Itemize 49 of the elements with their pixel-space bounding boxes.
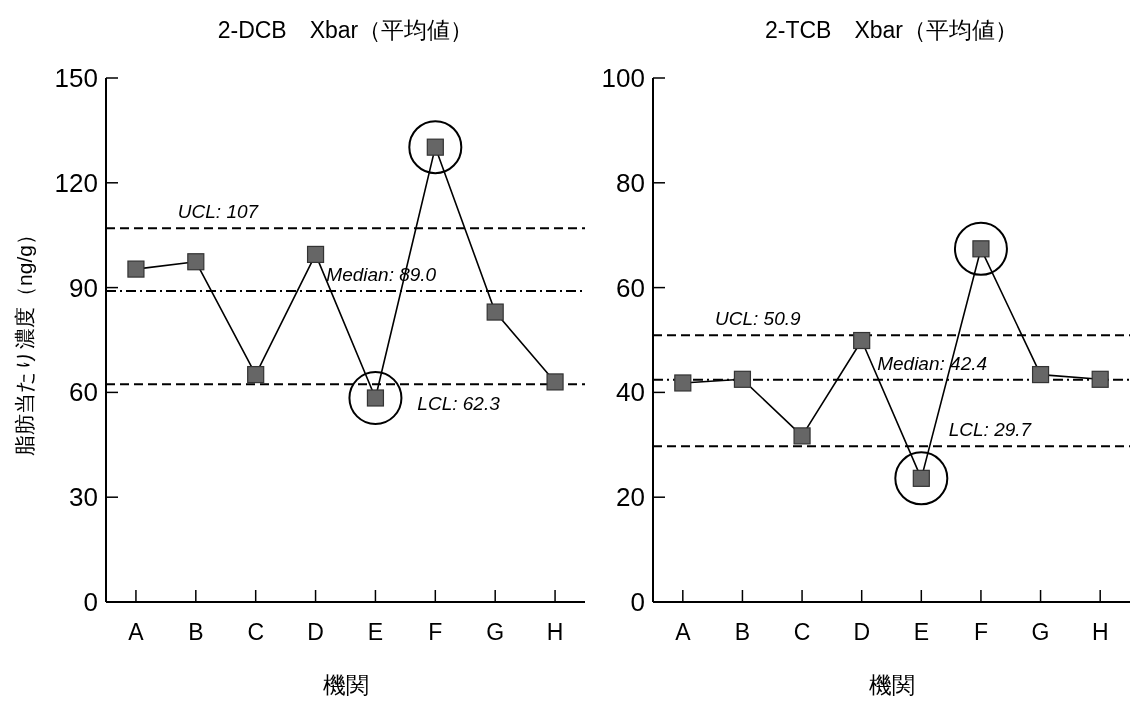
x-axis-title: 機関 bbox=[322, 672, 369, 698]
point bbox=[853, 331, 871, 350]
x-tick-label: F bbox=[428, 619, 443, 645]
y-tick-label: 60 bbox=[616, 272, 645, 303]
point bbox=[486, 303, 504, 321]
ref-line-label: UCL: 107 bbox=[177, 201, 260, 223]
x-tick-label: E bbox=[367, 619, 384, 645]
y-tick-label: 0 bbox=[83, 587, 98, 617]
x-tick-label: C bbox=[247, 619, 264, 645]
x-tick-label: H bbox=[1091, 619, 1109, 645]
y-tick-label: 40 bbox=[616, 377, 645, 408]
y-tick-label: 20 bbox=[616, 482, 645, 513]
y-tick-label: 100 bbox=[601, 63, 645, 93]
point bbox=[127, 260, 145, 278]
ref-line-label: LCL: 62.3 bbox=[417, 393, 501, 415]
x-axis-title: 機関 bbox=[868, 672, 915, 698]
ref-line-label: LCL: 29.7 bbox=[948, 419, 1033, 441]
x-tick-label: D bbox=[307, 619, 324, 645]
point bbox=[793, 427, 811, 445]
point bbox=[546, 373, 564, 391]
chart-title: 2-TCB Xbar（平均値） bbox=[764, 17, 1019, 43]
chart-title: 2-DCB Xbar（平均値） bbox=[217, 17, 474, 43]
x-tick-label: B bbox=[734, 619, 751, 645]
x-tick-label: D bbox=[853, 619, 870, 645]
point bbox=[733, 370, 752, 388]
point bbox=[1031, 365, 1050, 384]
x-tick-label: F bbox=[973, 619, 988, 645]
x-tick-label: H bbox=[546, 619, 564, 645]
y-tick-label: 90 bbox=[69, 272, 98, 303]
x-tick-label: G bbox=[486, 619, 505, 645]
point bbox=[674, 374, 692, 392]
x-tick-label: C bbox=[793, 619, 811, 645]
point bbox=[1091, 370, 1109, 388]
x-tick-label: G bbox=[1031, 619, 1050, 645]
x-tick-label: B bbox=[188, 619, 204, 645]
x-tick-label: E bbox=[913, 619, 929, 645]
point bbox=[187, 253, 205, 271]
x-tick-label: A bbox=[675, 619, 692, 645]
y-tick-label: 80 bbox=[616, 167, 645, 198]
point bbox=[306, 245, 325, 264]
y-tick-label: 30 bbox=[69, 482, 98, 513]
y-tick-label: 150 bbox=[54, 63, 98, 93]
y-tick-label: 0 bbox=[630, 587, 645, 617]
y-tick-label: 120 bbox=[54, 167, 98, 198]
ref-line-label: UCL: 50.9 bbox=[715, 308, 801, 330]
y-axis-title: 脂肪当たり濃度（ng/g） bbox=[13, 224, 36, 456]
point bbox=[247, 365, 265, 384]
x-tick-label: A bbox=[128, 619, 145, 645]
y-tick-label: 60 bbox=[69, 377, 98, 408]
